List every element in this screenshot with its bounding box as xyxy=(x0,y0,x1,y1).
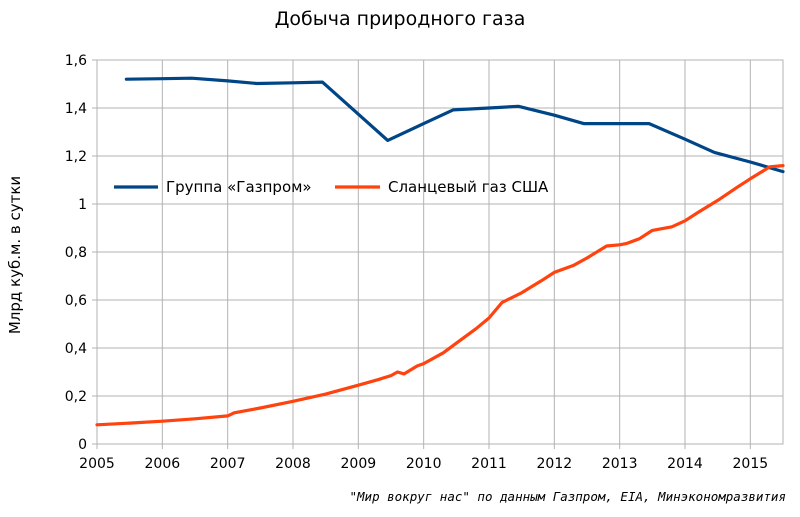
x-tick-label: 2010 xyxy=(406,456,442,472)
y-tick-label: 0,2 xyxy=(65,389,87,405)
y-tick-label: 0 xyxy=(78,437,87,453)
x-tick-label: 2007 xyxy=(210,456,246,472)
legend-label-2: Сланцевый газ США xyxy=(388,178,549,196)
x-tick-label: 2015 xyxy=(733,456,769,472)
x-tick-label: 2008 xyxy=(275,456,311,472)
x-tick-label: 2014 xyxy=(667,456,703,472)
y-tick-label: 1,4 xyxy=(65,101,87,117)
y-tick-label: 1,6 xyxy=(65,53,87,69)
x-tick-label: 2009 xyxy=(341,456,377,472)
series-line-2 xyxy=(95,164,785,427)
x-tick-label: 2013 xyxy=(602,456,638,472)
y-tick-label: 0,4 xyxy=(65,341,87,357)
legend-label-1: Группа «Газпром» xyxy=(166,178,312,196)
chart-title: Добыча природного газа xyxy=(274,8,526,30)
x-tick-label: 2005 xyxy=(79,456,115,472)
series-line-1 xyxy=(124,76,785,174)
y-tick-label: 0,8 xyxy=(65,245,87,261)
x-tick-label: 2011 xyxy=(471,456,507,472)
y-tick-label: 0,6 xyxy=(65,293,87,309)
x-tick-label: 2012 xyxy=(537,456,573,472)
x-tick-label: 2006 xyxy=(145,456,181,472)
source-note: "Мир вокруг нас" по данным Газпром, EIA,… xyxy=(349,489,787,504)
y-tick-label: 1 xyxy=(78,197,87,213)
plot-frame xyxy=(96,59,784,445)
y-tick-label: 1,2 xyxy=(65,149,87,165)
